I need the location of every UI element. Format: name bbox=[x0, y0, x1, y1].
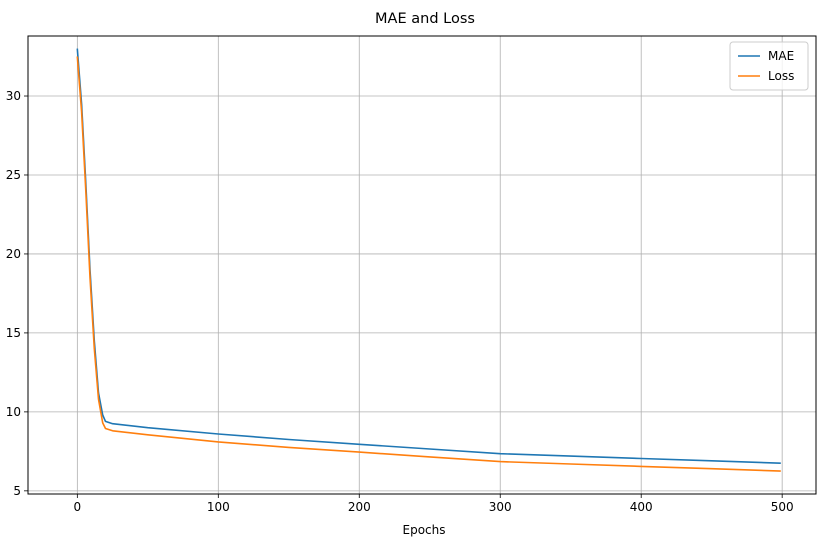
legend-label: Loss bbox=[768, 69, 794, 83]
x-tick-label: 0 bbox=[74, 500, 82, 514]
y-tick-label: 30 bbox=[6, 89, 21, 103]
y-tick-label: 20 bbox=[6, 247, 21, 261]
x-tick-label: 100 bbox=[207, 500, 230, 514]
x-tick-label: 300 bbox=[489, 500, 512, 514]
ticks: 0 100 200 300 400 500 5 10 15 20 25 30 bbox=[6, 89, 794, 514]
x-axis-label: Epochs bbox=[403, 523, 446, 537]
series-layer bbox=[76, 48, 781, 472]
plot-frame bbox=[27, 35, 817, 495]
chart-title: MAE and Loss bbox=[375, 11, 475, 27]
x-tick-label: 400 bbox=[630, 500, 653, 514]
legend-label: MAE bbox=[768, 49, 794, 63]
y-tick-label: 15 bbox=[6, 326, 21, 340]
y-tick-label: 25 bbox=[6, 168, 21, 182]
y-tick-label: 10 bbox=[6, 405, 21, 419]
x-tick-label: 500 bbox=[771, 500, 794, 514]
legend-box bbox=[729, 41, 809, 91]
grid bbox=[28, 36, 816, 494]
x-tick-label: 200 bbox=[348, 500, 371, 514]
legend: MAE Loss bbox=[729, 41, 809, 91]
series-line-loss bbox=[76, 56, 781, 472]
y-tick-label: 5 bbox=[13, 484, 21, 498]
